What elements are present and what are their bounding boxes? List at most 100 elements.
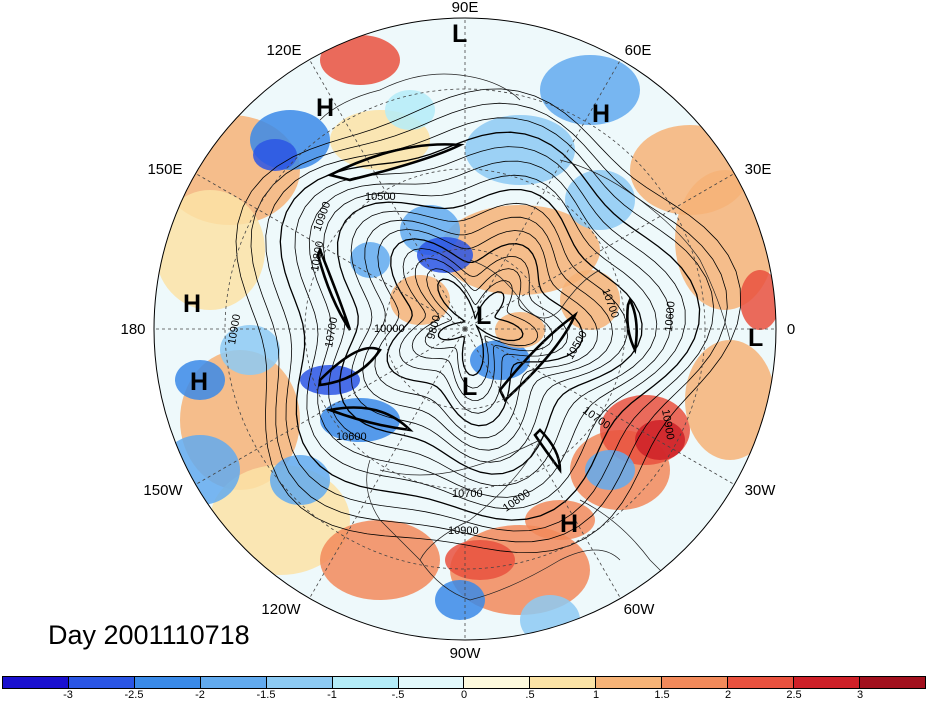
- colorbar-tick-label: -1.5: [256, 689, 276, 701]
- colorbar-swatch: [134, 677, 201, 688]
- lon-label-90w: 90W: [450, 645, 482, 662]
- anomaly-blob: [435, 580, 485, 620]
- contour-label: 10900: [659, 408, 676, 440]
- colorbar-tick-label: .5: [525, 689, 535, 701]
- anomaly-blob: [385, 90, 435, 130]
- colorbar-swatch: [266, 677, 333, 688]
- contour-label: 10900: [448, 525, 479, 537]
- high-pressure-label: H: [560, 510, 578, 538]
- height-contour: [399, 248, 569, 414]
- coastline: [379, 439, 541, 601]
- anomaly-blob: [685, 340, 775, 460]
- lon-label-60w: 60W: [624, 601, 656, 618]
- lon-label-30e: 30E: [745, 161, 772, 178]
- lon-label-120e: 120E: [266, 42, 301, 59]
- height-contour: [250, 102, 728, 543]
- height-contour: [374, 228, 599, 439]
- coastline: [366, 459, 421, 561]
- anomaly-blob: [585, 450, 635, 490]
- map-boundary: [153, 17, 777, 641]
- contour-label: 10800: [309, 240, 326, 272]
- height-contour: [362, 216, 614, 451]
- coastline: [559, 159, 731, 341]
- low-pressure-label: L: [748, 324, 763, 352]
- lon-label-150w: 150W: [143, 482, 183, 499]
- lon-label-30w: 30W: [745, 482, 777, 499]
- lon-label-0: 0: [787, 321, 795, 338]
- anomaly-blob: [155, 190, 265, 310]
- colorbar-swatch: [728, 677, 795, 688]
- colorbar-swatch: [68, 677, 135, 688]
- pressure-centers: L H H H H L L L H: [183, 20, 763, 538]
- height-contour: [350, 202, 628, 463]
- high-pressure-label: H: [316, 94, 334, 122]
- jet-streak-contour: [316, 246, 352, 331]
- meridian-line: [195, 328, 466, 485]
- colorbar-tick-label: 0: [460, 689, 468, 701]
- contour-label: 10900: [226, 313, 243, 345]
- high-pressure-label: H: [592, 100, 610, 128]
- colorbar-tick-label: 2.5: [786, 689, 802, 701]
- anomaly-blobs: [155, 35, 776, 640]
- jet-streak-contour: [318, 346, 382, 387]
- jet-streak-contour: [325, 406, 414, 432]
- height-contours: [235, 88, 742, 554]
- low-pressure-label: L: [476, 302, 491, 330]
- colorbar-swatch: [596, 677, 663, 688]
- contour-label: 10600: [336, 431, 367, 443]
- anomaly-blob: [320, 520, 440, 600]
- colorbar-tick-label: -1: [327, 689, 337, 701]
- colorbar-tick-label: -2: [195, 689, 205, 701]
- anomaly-blob: [417, 237, 473, 273]
- height-contour: [265, 117, 715, 532]
- anomaly-blob: [740, 270, 776, 330]
- anomaly-blob: [465, 115, 575, 185]
- graticule: [154, 18, 776, 640]
- anomaly-blob: [350, 242, 390, 278]
- colorbar-tick-label: -3: [63, 689, 73, 701]
- anomaly-blob: [565, 170, 635, 230]
- colorbar-tick-label: -2.5: [124, 689, 144, 701]
- colorbar-tick-label: 1: [592, 689, 600, 701]
- coastline: [319, 73, 521, 121]
- longitude-labels: 90E 60E 30E 0 30W 60W 90W 120W 150W 180 …: [120, 0, 795, 662]
- meridian-line: [464, 328, 735, 485]
- colorbar-swatch: [530, 677, 597, 688]
- contour-label: 10000: [374, 323, 405, 335]
- height-contour: [424, 268, 539, 389]
- jet-streak-contour: [498, 311, 579, 403]
- meridian-line: [309, 328, 466, 599]
- high-pressure-label: H: [190, 368, 208, 396]
- lon-label-90e: 90E: [452, 0, 479, 16]
- colorbar-tick-label: 2: [724, 689, 732, 701]
- colorbar-swatch: [332, 677, 399, 688]
- colorbar-tick-label: -.5: [391, 689, 405, 701]
- contour-label: 10500: [365, 191, 396, 203]
- anomaly-blob: [220, 325, 280, 375]
- colorbar-swatch: [794, 677, 860, 688]
- date-label: Day 2001110718: [48, 620, 250, 650]
- meridian-line: [464, 173, 735, 330]
- anomaly-blob: [540, 55, 640, 125]
- lon-label-180: 180: [120, 321, 145, 338]
- height-contour: [294, 146, 686, 510]
- height-contour: [235, 88, 742, 554]
- contour-label: 10700: [323, 316, 340, 348]
- coastline: [469, 549, 621, 601]
- colorbar-swatch: [3, 677, 69, 688]
- high-pressure-label: H: [183, 290, 201, 318]
- anomaly-blob: [320, 35, 400, 85]
- contour-label: 10600: [663, 301, 678, 333]
- anomaly-blob: [440, 205, 600, 295]
- meridian-line: [464, 328, 621, 599]
- jet-streak-contour: [326, 143, 465, 182]
- meridian-line: [309, 59, 466, 330]
- latitude-circle: [304, 168, 626, 490]
- lon-label-120w: 120W: [261, 601, 301, 618]
- height-contour: [386, 238, 584, 427]
- lon-label-150e: 150E: [147, 161, 182, 178]
- jet-streak-contour: [626, 296, 638, 355]
- height-contour: [336, 188, 643, 475]
- colorbar-swatch: [398, 677, 465, 688]
- anomaly-blob: [520, 595, 580, 640]
